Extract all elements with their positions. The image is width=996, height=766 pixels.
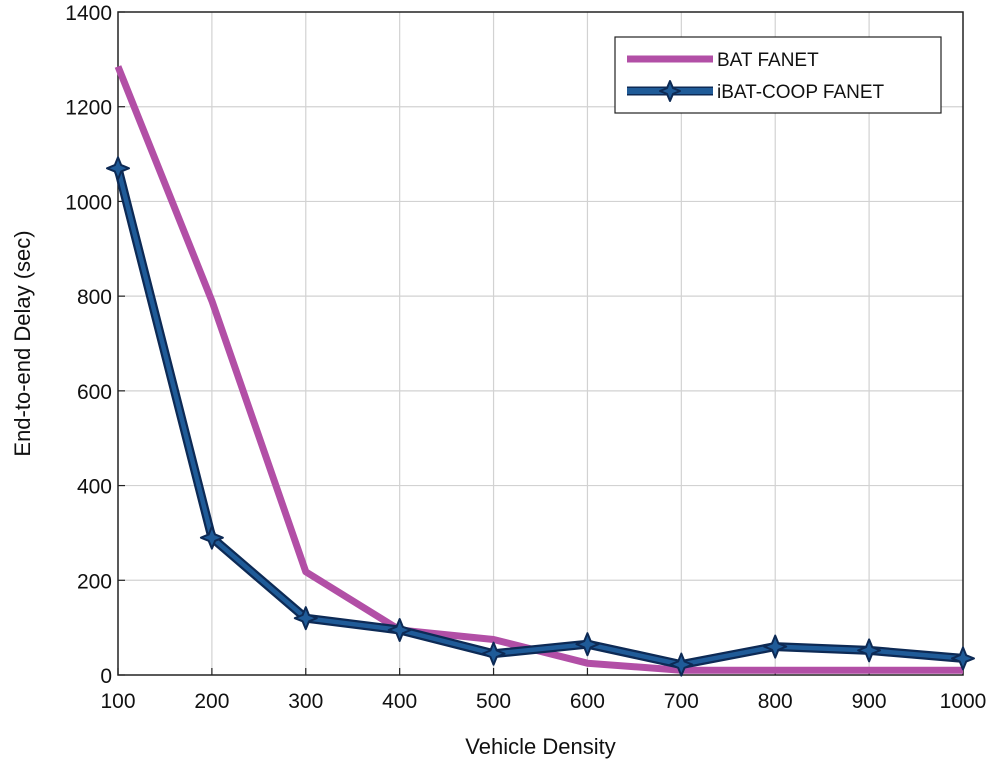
data-point [575,632,600,657]
data-point [669,652,694,677]
data-point [387,618,412,643]
y-tick-label: 1200 [65,97,112,120]
series-line [115,166,966,667]
legend-star-marker [659,80,681,102]
data-point [481,641,506,666]
y-axis-label: End-to-end Delay (sec) [10,230,35,456]
y-tick-label: 600 [77,381,112,404]
x-tick-label: 900 [852,690,887,713]
y-tick-label: 1400 [65,2,112,25]
x-axis-label: Vehicle Density [465,734,615,759]
x-tick-label: 200 [194,690,229,713]
y-tick-label: 0 [100,665,112,688]
series-ibat-coop-fanet [106,156,975,677]
x-tick-label: 600 [570,690,605,713]
data-point [763,634,788,659]
legend-marker-ibat-coop-fanet [659,80,681,102]
legend-label-ibat-coop-fanet: iBAT-COOP FANET [717,82,885,103]
x-tick-label: 400 [382,690,417,713]
x-tick-label: 700 [664,690,699,713]
x-tick-label: 500 [476,690,511,713]
legend: BAT FANET iBAT-COOP FANET [614,36,942,114]
y-axis-ticks: 0 200 400 600 800 1000 1200 1400 [65,2,125,688]
y-tick-label: 200 [77,570,112,593]
y-tick-label: 400 [77,476,112,499]
x-tick-label: 100 [100,690,135,713]
data-point [199,525,224,550]
legend-label-bat-fanet: BAT FANET [717,50,819,71]
data-point [106,156,130,181]
x-tick-label: 800 [758,690,793,713]
y-tick-label: 800 [77,286,112,309]
plot-frame [117,11,964,676]
x-axis-ticks: 100 200 300 400 500 600 700 800 900 1000 [100,668,986,713]
x-tick-label: 300 [288,690,323,713]
data-point [293,606,318,631]
data-point [951,646,975,671]
series-layer [106,65,975,677]
y-tick-label: 1000 [65,191,112,214]
x-tick-label: 1000 [940,690,987,713]
data-point [857,638,882,663]
